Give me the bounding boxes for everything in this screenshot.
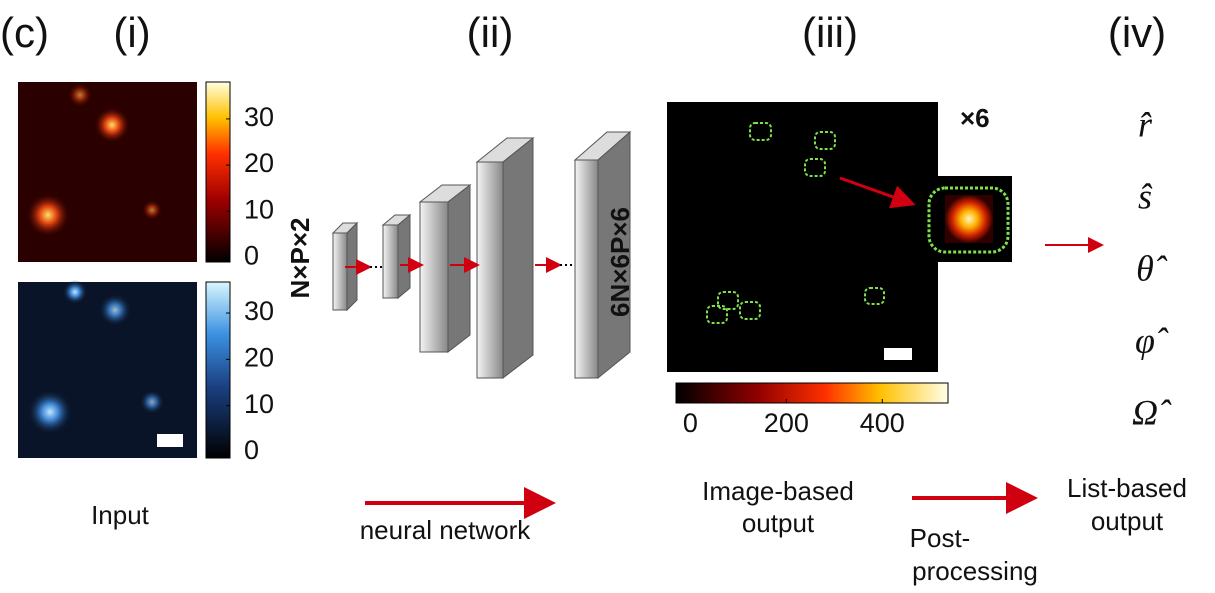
- estimate: ŝ: [1138, 176, 1153, 216]
- post-processing: Post-: [910, 523, 971, 553]
- caption: Input: [91, 500, 150, 530]
- colorbar-tick-label: 30: [244, 102, 274, 132]
- input-size: N×P×2: [285, 218, 315, 299]
- colorbar-tick-label: 200: [764, 408, 809, 438]
- channels: ×6: [960, 103, 990, 133]
- panel-label: (c): [0, 9, 49, 56]
- post-processing: processing: [912, 556, 1038, 586]
- colorbar: [676, 383, 948, 403]
- estimate: Ω̂: [1132, 392, 1172, 432]
- colorbar-tick-label: 0: [683, 408, 698, 438]
- colorbar-tick-label: 0: [244, 435, 259, 465]
- colorbar-tick-label: 20: [244, 342, 274, 372]
- colorbar-tick-label: 10: [244, 194, 274, 224]
- caption: output: [1091, 506, 1164, 536]
- section-label: (iv): [1108, 9, 1166, 56]
- colorbar: [206, 82, 230, 262]
- section-label: (iii): [802, 9, 858, 56]
- output-image: [667, 102, 1012, 372]
- estimate: θ̂: [1136, 248, 1168, 288]
- caption: neural network: [360, 515, 532, 545]
- estimate: r̂: [1138, 104, 1153, 144]
- colorbar-tick-label: 0: [244, 241, 259, 271]
- figure: (c) (i) (ii) (iii) (iv) 0 10 20 30 0 10 20 30 N…: [0, 0, 1215, 593]
- caption: Image-based: [702, 476, 854, 506]
- colorbar: [206, 282, 230, 458]
- output-size: 6N×6P×6: [605, 207, 635, 317]
- section-label: (i): [113, 9, 150, 56]
- input-image-blue: [18, 280, 197, 458]
- estimate: φ̂: [1135, 320, 1169, 360]
- colorbar-tick-label: 20: [244, 148, 274, 178]
- caption: output: [742, 508, 815, 538]
- section-label: (ii): [467, 9, 514, 56]
- network: [333, 132, 630, 378]
- input-image-red: [18, 82, 197, 262]
- caption: List-based: [1067, 473, 1187, 503]
- colorbar-tick-label: 400: [860, 408, 905, 438]
- colorbar-tick-label: 30: [244, 296, 274, 326]
- colorbar-tick-label: 10: [244, 389, 274, 419]
